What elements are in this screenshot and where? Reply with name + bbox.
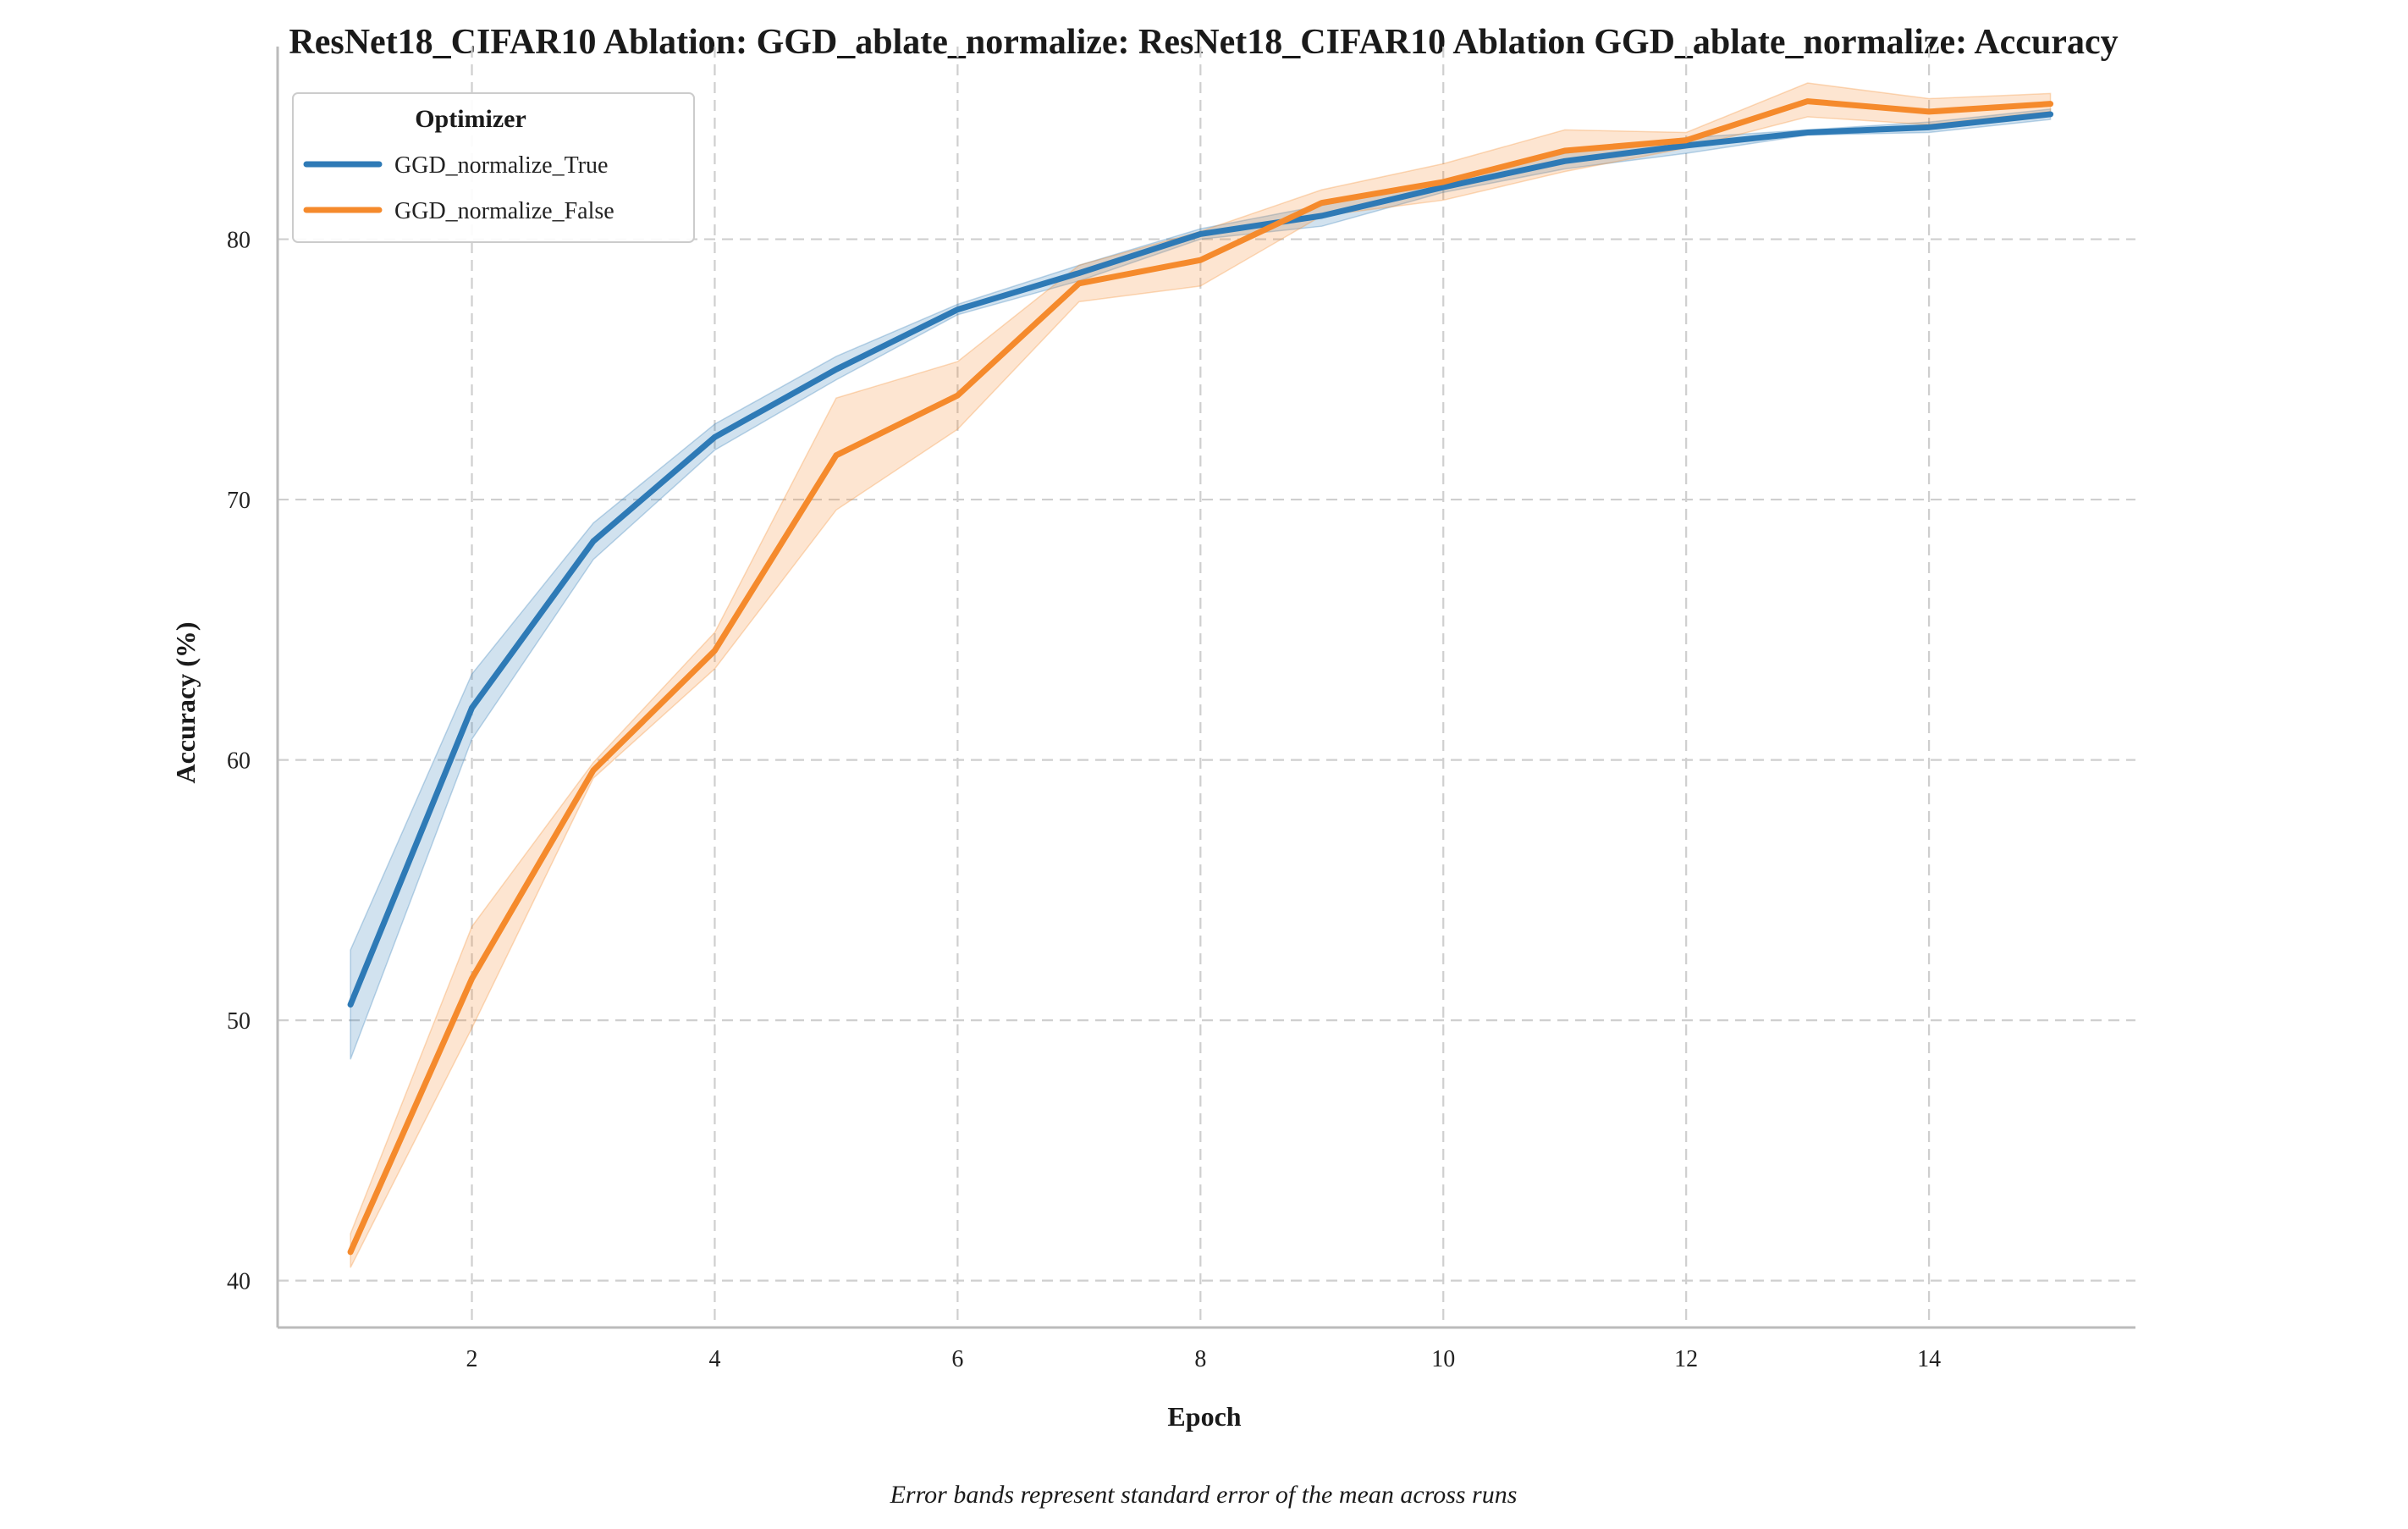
- data-point-ggd-normalize-false: [470, 976, 475, 981]
- data-point-ggd-normalize-false: [955, 393, 960, 398]
- y-tick-label: 40: [227, 1269, 251, 1295]
- error-band-ggd-normalize-true: [350, 108, 2052, 1060]
- data-point-ggd-normalize-false: [1198, 257, 1203, 262]
- x-tick-label: 12: [1674, 1346, 1698, 1372]
- data-point-ggd-normalize-false: [1926, 109, 1931, 114]
- data-point-ggd-normalize-false: [834, 453, 839, 458]
- data-point-ggd-normalize-true: [1077, 271, 1082, 276]
- data-point-ggd-normalize-true: [955, 307, 960, 312]
- data-point-ggd-normalize-false: [1320, 201, 1325, 206]
- x-axis-label: Epoch: [1167, 1401, 1241, 1432]
- data-point-ggd-normalize-true: [1562, 158, 1568, 163]
- y-axis-label: Accuracy (%): [170, 621, 201, 783]
- legend-label-ggd-normalize-false: GGD_normalize_False: [394, 198, 614, 224]
- y-tick-label: 80: [227, 228, 251, 254]
- y-tick-labels: 40 50 60 70 80: [227, 228, 251, 1295]
- x-tick-label: 4: [708, 1346, 720, 1372]
- data-point-ggd-normalize-true: [1805, 130, 1810, 135]
- series-lines: [347, 98, 2054, 1256]
- legend-title: Optimizer: [415, 105, 526, 133]
- x-tick-label: 2: [466, 1346, 478, 1372]
- legend-box: [292, 92, 695, 243]
- data-point-ggd-normalize-false: [1805, 99, 1810, 104]
- data-point-ggd-normalize-false: [1077, 281, 1082, 286]
- y-tick-label: 50: [227, 1008, 251, 1035]
- x-tick-label: 10: [1431, 1346, 1455, 1372]
- legend: Optimizer GGD_normalize_True GGD_normali…: [292, 92, 695, 243]
- data-point-ggd-normalize-true: [591, 538, 596, 544]
- data-point-ggd-normalize-true: [1926, 124, 1931, 130]
- data-point-ggd-normalize-false: [348, 1250, 353, 1255]
- y-tick-label: 60: [227, 748, 251, 775]
- legend-label-ggd-normalize-true: GGD_normalize_True: [394, 152, 608, 179]
- data-point-ggd-normalize-true: [712, 434, 717, 439]
- data-point-ggd-normalize-false: [1441, 179, 1446, 185]
- x-tick-label: 14: [1917, 1346, 1941, 1372]
- y-tick-label: 70: [227, 488, 251, 514]
- data-point-ggd-normalize-true: [1441, 185, 1446, 190]
- x-tick-label: 8: [1194, 1346, 1206, 1372]
- data-point-ggd-normalize-false: [712, 648, 717, 653]
- caption: Error bands represent standard error of …: [890, 1481, 1518, 1509]
- data-point-ggd-normalize-true: [348, 1002, 353, 1007]
- data-point-ggd-normalize-false: [591, 768, 596, 773]
- data-point-ggd-normalize-true: [1683, 143, 1689, 148]
- chart-title: ResNet18_CIFAR10 Ablation: GGD_ablate_no…: [289, 23, 2118, 62]
- data-point-ggd-normalize-true: [1198, 231, 1203, 236]
- data-point-ggd-normalize-true: [834, 367, 839, 372]
- data-point-ggd-normalize-true: [470, 705, 475, 710]
- axes: [276, 47, 2135, 1329]
- data-point-ggd-normalize-true: [2048, 112, 2053, 117]
- x-tick-label: 6: [951, 1346, 963, 1372]
- data-point-ggd-normalize-false: [1683, 138, 1689, 143]
- x-tick-labels: 2 4 6 8 10 12 14: [466, 1346, 1942, 1372]
- data-point-ggd-normalize-false: [2048, 102, 2053, 107]
- data-point-ggd-normalize-true: [1320, 213, 1325, 218]
- data-point-ggd-normalize-false: [1562, 148, 1568, 153]
